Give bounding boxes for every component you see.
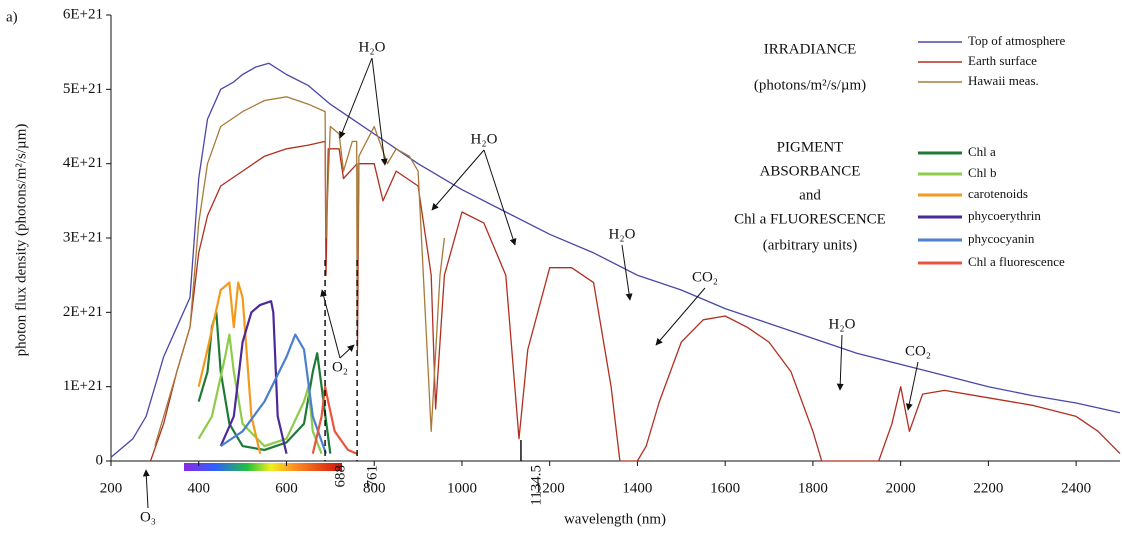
legend-group-title: IRRADIANCE	[764, 41, 857, 57]
annotation: H₂O	[829, 316, 856, 332]
annotation-arrow	[621, 244, 633, 301]
legend-group-title: (photons/m²/s/µm)	[754, 77, 866, 93]
x-tick-label: 1000	[447, 480, 477, 496]
y-tick-label: 4E+21	[63, 155, 103, 171]
legend-group-title: Chl a FLUORESCENCE	[734, 211, 886, 227]
series-line	[110, 62, 1121, 458]
series-line	[154, 96, 446, 447]
legend-label: carotenoids	[968, 186, 1028, 201]
y-tick-label: 5E+21	[63, 81, 103, 97]
legend-label: phycoerythrin	[968, 208, 1041, 223]
annotation: O₃	[140, 509, 156, 525]
annotation-arrow	[431, 149, 485, 211]
annotation-arrow	[483, 149, 517, 246]
x-tick-label: 1200	[535, 480, 565, 496]
legend-group-title: and	[799, 187, 821, 203]
annotation-arrow	[339, 57, 373, 139]
series-line	[220, 333, 328, 454]
x-tick-label: 200	[100, 480, 123, 496]
legend-label: Chl a	[968, 144, 996, 159]
legend-label: Chl a fluorescence	[968, 254, 1065, 269]
annotation: CO₂	[905, 343, 931, 359]
legend-group-title: PIGMENT	[777, 139, 844, 155]
y-tick-label: 1E+21	[63, 378, 103, 394]
x-tick-label: 1800	[798, 480, 828, 496]
series-line	[197, 333, 323, 455]
legend-label: Earth surface	[968, 53, 1037, 68]
annotation: H₂O	[471, 131, 498, 147]
annotation-arrow	[836, 334, 844, 391]
marked-wavelength-label: 761	[365, 465, 381, 488]
x-tick-label: 1600	[710, 480, 740, 496]
series-line	[219, 300, 288, 454]
x-tick-label: 800	[363, 480, 386, 496]
marked-wavelength-label: 1134.5	[528, 465, 544, 506]
legend-label: Hawaii meas.	[968, 73, 1039, 88]
legend-label: Chl b	[968, 165, 997, 180]
y-axis-label: photon flux density (photons/m²/s/µm)	[13, 124, 29, 357]
annotation: CO₂	[692, 269, 718, 285]
annotation: O₂	[332, 359, 348, 375]
annotation-arrow	[905, 361, 919, 411]
spectrum-bar	[184, 463, 342, 471]
y-tick-label: 3E+21	[63, 229, 103, 245]
x-tick-label: 1400	[622, 480, 652, 496]
x-tick-label: 2400	[1061, 480, 1091, 496]
y-tick-label: 6E+21	[63, 6, 103, 22]
y-tick-label: 0	[96, 452, 104, 468]
x-tick-label: 600	[275, 480, 298, 496]
legend-label: phycocyanin	[968, 231, 1035, 246]
x-tick-label: 2000	[886, 480, 916, 496]
panel-label: a)	[6, 9, 18, 25]
annotation-arrow	[655, 287, 706, 346]
legend-group-title: (arbitrary units)	[763, 237, 858, 253]
x-axis-label: wavelength (nm)	[564, 511, 666, 527]
annotation-arrow	[339, 344, 355, 359]
x-tick-label: 2200	[973, 480, 1003, 496]
legend-label: Top of atmosphere	[968, 33, 1066, 48]
annotation-arrow	[320, 289, 341, 359]
y-tick-label: 2E+21	[63, 304, 103, 320]
series-line	[311, 385, 358, 455]
marked-wavelength-label: 688	[333, 465, 349, 488]
annotation: H₂O	[359, 39, 386, 55]
x-tick-label: 400	[187, 480, 210, 496]
annotation-arrow	[142, 469, 150, 509]
annotation-arrow	[371, 57, 388, 166]
series-line	[197, 281, 262, 454]
series-line	[149, 140, 1121, 462]
annotation: H₂O	[609, 226, 636, 242]
legend-group-title: ABSORBANCE	[760, 163, 861, 179]
